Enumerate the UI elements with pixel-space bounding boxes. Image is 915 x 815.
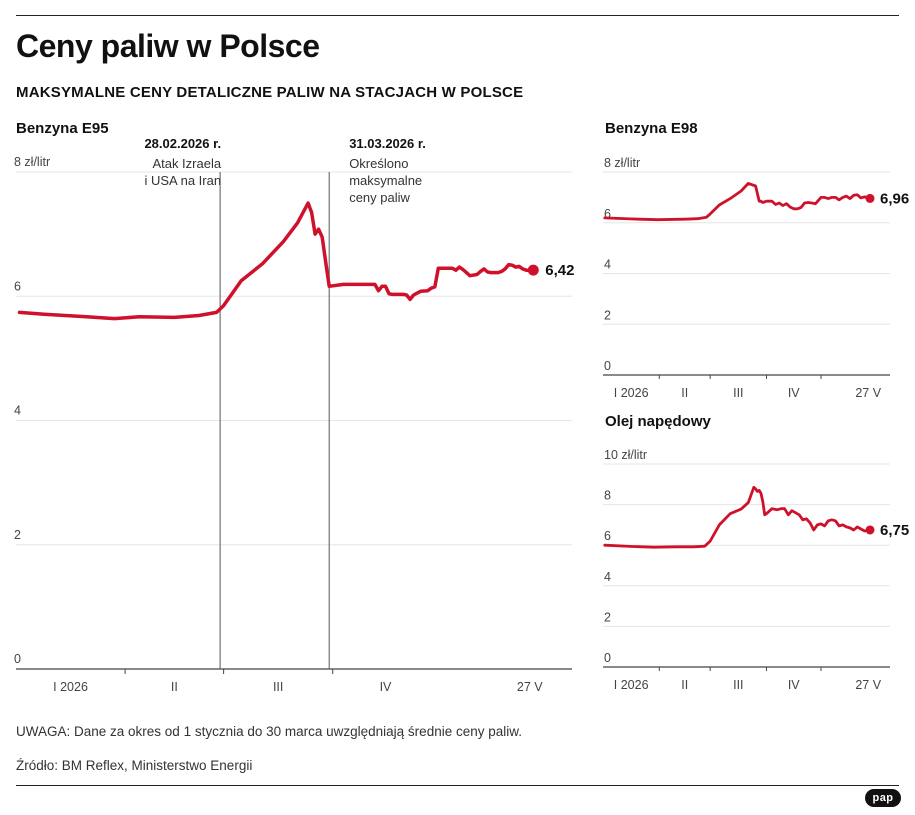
x-tick-label-on: 27 V bbox=[855, 678, 881, 692]
event-date-label: 28.02.2026 r. bbox=[144, 136, 221, 151]
event-description-label: Określono bbox=[349, 156, 408, 171]
y-tick-label-e95: 4 bbox=[14, 404, 21, 418]
page-title: Ceny paliw w Polsce bbox=[16, 28, 320, 64]
y-tick-label-e95: 0 bbox=[14, 652, 21, 666]
last-value-label-e95: 6,42 bbox=[545, 262, 574, 279]
y-tick-label-e95: 2 bbox=[14, 528, 21, 542]
x-tick-label-e95: IV bbox=[380, 680, 392, 694]
price-line-e98 bbox=[603, 182, 872, 222]
source-note: Źródło: BM Reflex, Ministerstwo Energii bbox=[16, 758, 253, 773]
last-value-label-on: 6,75 bbox=[880, 522, 909, 539]
x-tick-label-e98: II bbox=[681, 386, 688, 400]
y-tick-label-on: 0 bbox=[604, 651, 611, 665]
chart-title-e95: Benzyna E95 bbox=[16, 120, 109, 137]
pap-logo: pap bbox=[865, 789, 901, 807]
chart-title-e98: Benzyna E98 bbox=[605, 120, 698, 137]
y-tick-label-e95: 6 bbox=[14, 279, 21, 293]
x-tick-label-e95: 27 V bbox=[517, 680, 543, 694]
x-tick-label-on: II bbox=[681, 678, 688, 692]
top-rule bbox=[16, 15, 899, 16]
x-tick-label-e98: III bbox=[733, 386, 743, 400]
x-tick-label-e98: I 2026 bbox=[614, 386, 649, 400]
page-subtitle: MAKSYMALNE CENY DETALICZNE PALIW NA STAC… bbox=[16, 84, 524, 101]
y-tick-label-on: 4 bbox=[604, 570, 611, 584]
last-point-e95 bbox=[527, 264, 539, 276]
footnote: UWAGA: Dane za okres od 1 stycznia do 30… bbox=[16, 724, 522, 739]
event-description-label: ceny paliw bbox=[349, 190, 410, 205]
x-tick-label-e95: I 2026 bbox=[53, 680, 88, 694]
x-tick-label-on: IV bbox=[788, 678, 800, 692]
bottom-rule bbox=[16, 785, 899, 786]
event-description-label: maksymalne bbox=[349, 173, 422, 188]
y-tick-label-on: 10 zł/litr bbox=[604, 448, 647, 462]
price-line-on bbox=[603, 485, 872, 549]
x-tick-label-e98: IV bbox=[788, 386, 800, 400]
x-tick-label-on: I 2026 bbox=[614, 678, 649, 692]
x-tick-label-on: III bbox=[733, 678, 743, 692]
event-date-label: 31.03.2026 r. bbox=[349, 136, 426, 151]
y-tick-label-on: 8 bbox=[604, 489, 611, 503]
y-tick-label-e95: 8 zł/litr bbox=[14, 155, 50, 169]
x-tick-label-e95: III bbox=[273, 680, 283, 694]
last-point-on bbox=[865, 525, 875, 535]
x-tick-label-e98: 27 V bbox=[855, 386, 881, 400]
last-point-e98 bbox=[865, 193, 875, 203]
y-tick-label-e98: 6 bbox=[604, 207, 611, 221]
price-line-e95 bbox=[17, 201, 536, 321]
chart-title-on: Olej napędowy bbox=[605, 413, 712, 430]
event-description-label: i USA na Iran bbox=[144, 173, 221, 188]
y-tick-label-on: 2 bbox=[604, 610, 611, 624]
y-tick-label-e98: 8 zł/litr bbox=[604, 156, 640, 170]
last-value-label-e98: 6,96 bbox=[880, 190, 909, 207]
x-tick-label-e95: II bbox=[171, 680, 178, 694]
y-tick-label-e98: 2 bbox=[604, 308, 611, 322]
event-description-label: Atak Izraela bbox=[152, 156, 221, 171]
y-tick-label-e98: 4 bbox=[604, 258, 611, 272]
y-tick-label-e98: 0 bbox=[604, 359, 611, 373]
y-tick-label-on: 6 bbox=[604, 529, 611, 543]
